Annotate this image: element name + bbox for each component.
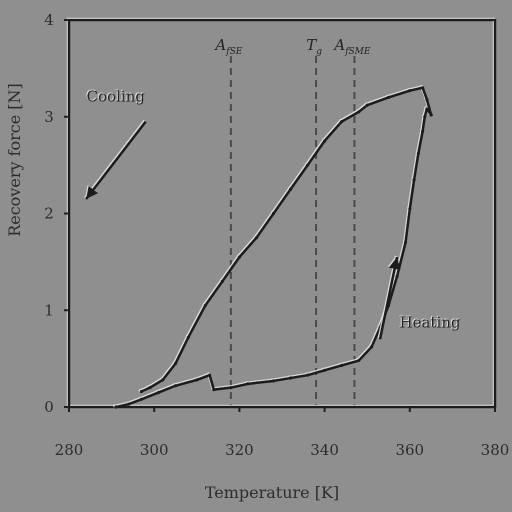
data-point-heating	[246, 382, 250, 386]
data-point-cooling	[420, 86, 425, 90]
data-point-cooling	[305, 163, 310, 167]
data-point-cooling	[220, 279, 224, 283]
data-point-heating	[229, 386, 233, 390]
data-point-cooling	[237, 255, 241, 259]
data-point-heating	[357, 358, 361, 363]
data-point-cooling	[323, 139, 327, 143]
data-point-cooling	[139, 389, 144, 394]
data-point-cooling	[271, 211, 276, 216]
data-point-cooling	[173, 361, 178, 366]
data-point-heating	[173, 384, 178, 388]
y-tick-label: 3	[44, 108, 54, 126]
data-point-cooling	[186, 335, 190, 339]
y-tick-label: 1	[44, 301, 54, 319]
data-point-heating	[114, 405, 118, 409]
data-point-heating	[288, 376, 293, 380]
reference-line-label: AfSE	[213, 36, 242, 57]
data-series	[114, 86, 433, 409]
data-point-cooling	[429, 113, 433, 117]
data-point-heating	[340, 363, 344, 367]
data-point-heating	[395, 274, 399, 278]
data-point-heating	[423, 115, 427, 119]
data-point-heating	[195, 378, 199, 382]
data-point-heating	[416, 151, 420, 156]
x-tick-label: 360	[395, 441, 424, 459]
data-point-heating	[323, 368, 327, 372]
series-line-heating	[114, 107, 433, 409]
data-point-heating	[403, 240, 408, 245]
data-point-cooling	[357, 110, 361, 114]
data-point-heating	[378, 326, 382, 330]
data-point-heating	[420, 129, 425, 133]
data-point-cooling	[408, 89, 412, 93]
reference-lines: AfSE Tg AfSME	[213, 36, 371, 407]
data-point-heating	[412, 178, 416, 182]
x-tick-label: 300	[140, 441, 169, 459]
data-point-cooling	[203, 303, 207, 308]
data-point-heating	[127, 402, 131, 406]
x-tick-label: 340	[310, 441, 339, 459]
data-point-cooling	[386, 95, 391, 99]
x-axis-label: Temperature [K]	[205, 483, 339, 502]
cooling-arrow	[85, 120, 147, 200]
reference-line-label: Tg	[306, 36, 322, 57]
data-point-heating	[156, 390, 161, 395]
data-point-cooling	[340, 119, 344, 124]
data-point-heating	[408, 207, 412, 211]
y-tick-label: 0	[44, 398, 54, 416]
reference-line-label: AfSME	[332, 36, 371, 57]
data-point-cooling	[161, 378, 165, 382]
annotations: Cooling Heating	[85, 88, 461, 340]
y-tick-label: 2	[44, 205, 54, 223]
heating-arrowhead	[388, 257, 401, 271]
data-point-cooling	[288, 187, 293, 191]
plot-area-frame	[67, 18, 497, 409]
x-tick-label: 380	[481, 441, 510, 459]
axis-ticks: 280 300 320 340 360 380 0 1 2 3 4	[44, 11, 509, 459]
data-point-cooling	[254, 236, 259, 240]
data-point-cooling	[365, 103, 369, 107]
y-axis-label: Recovery force [N]	[5, 83, 24, 237]
data-point-heating	[207, 373, 212, 377]
cooling-arrowhead	[86, 185, 99, 199]
data-point-heating	[425, 107, 429, 111]
data-point-heating	[369, 345, 374, 349]
series-line-cooling	[140, 86, 433, 393]
x-tick-label: 320	[225, 441, 254, 459]
cooling-label: Cooling	[86, 88, 145, 106]
data-point-heating	[212, 387, 216, 392]
data-point-heating	[271, 379, 276, 383]
data-point-cooling	[148, 386, 152, 390]
x-tick-label: 280	[55, 441, 84, 459]
heating-arrow	[378, 256, 399, 340]
data-point-heating	[139, 397, 144, 401]
data-point-cooling	[425, 97, 429, 101]
y-tick-label: 4	[44, 11, 54, 29]
heating-label: Heating	[399, 313, 460, 331]
data-point-heating	[305, 373, 310, 377]
